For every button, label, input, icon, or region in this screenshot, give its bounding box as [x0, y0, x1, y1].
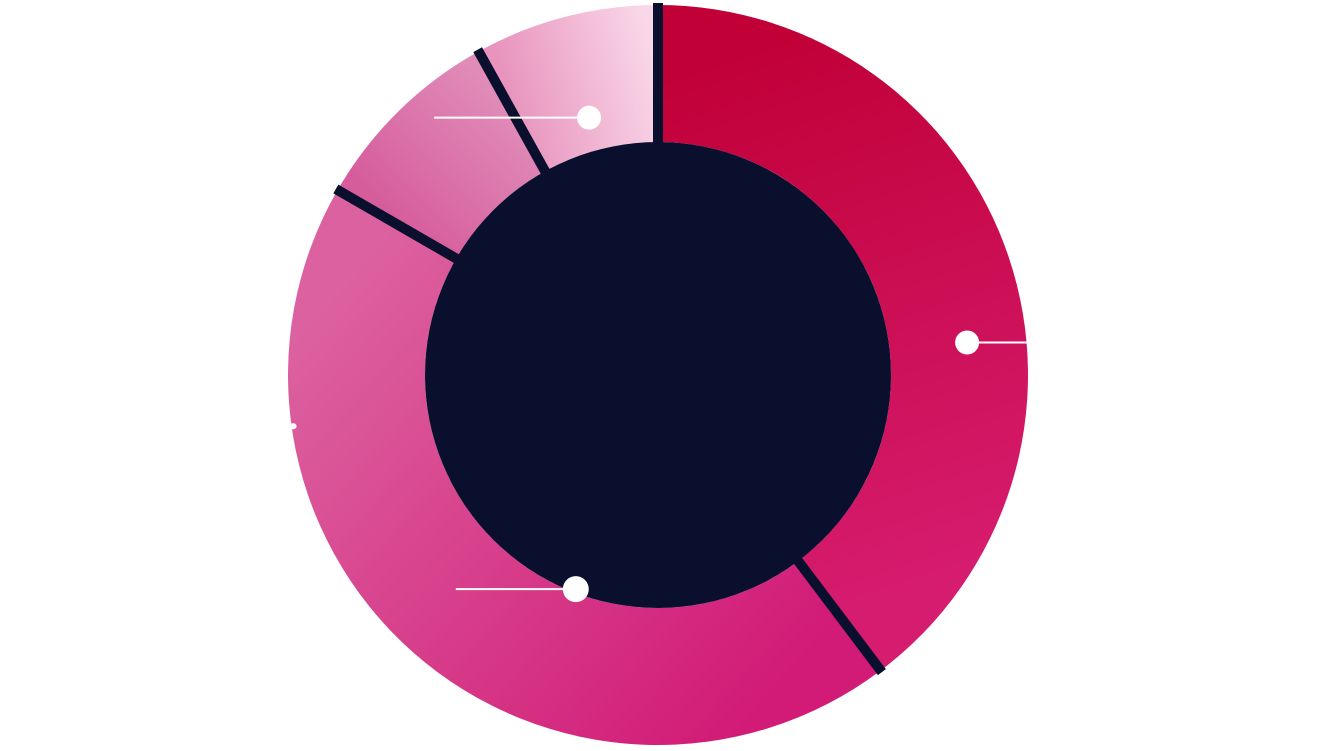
leader-dot-4 — [577, 106, 601, 130]
donut-chart-container — [0, 0, 1317, 751]
donut-chart — [0, 0, 1317, 751]
edge-tick — [278, 426, 294, 428]
leader-dot-2 — [563, 576, 589, 602]
leader-dot-1 — [955, 331, 979, 355]
donut-hole — [425, 142, 891, 608]
